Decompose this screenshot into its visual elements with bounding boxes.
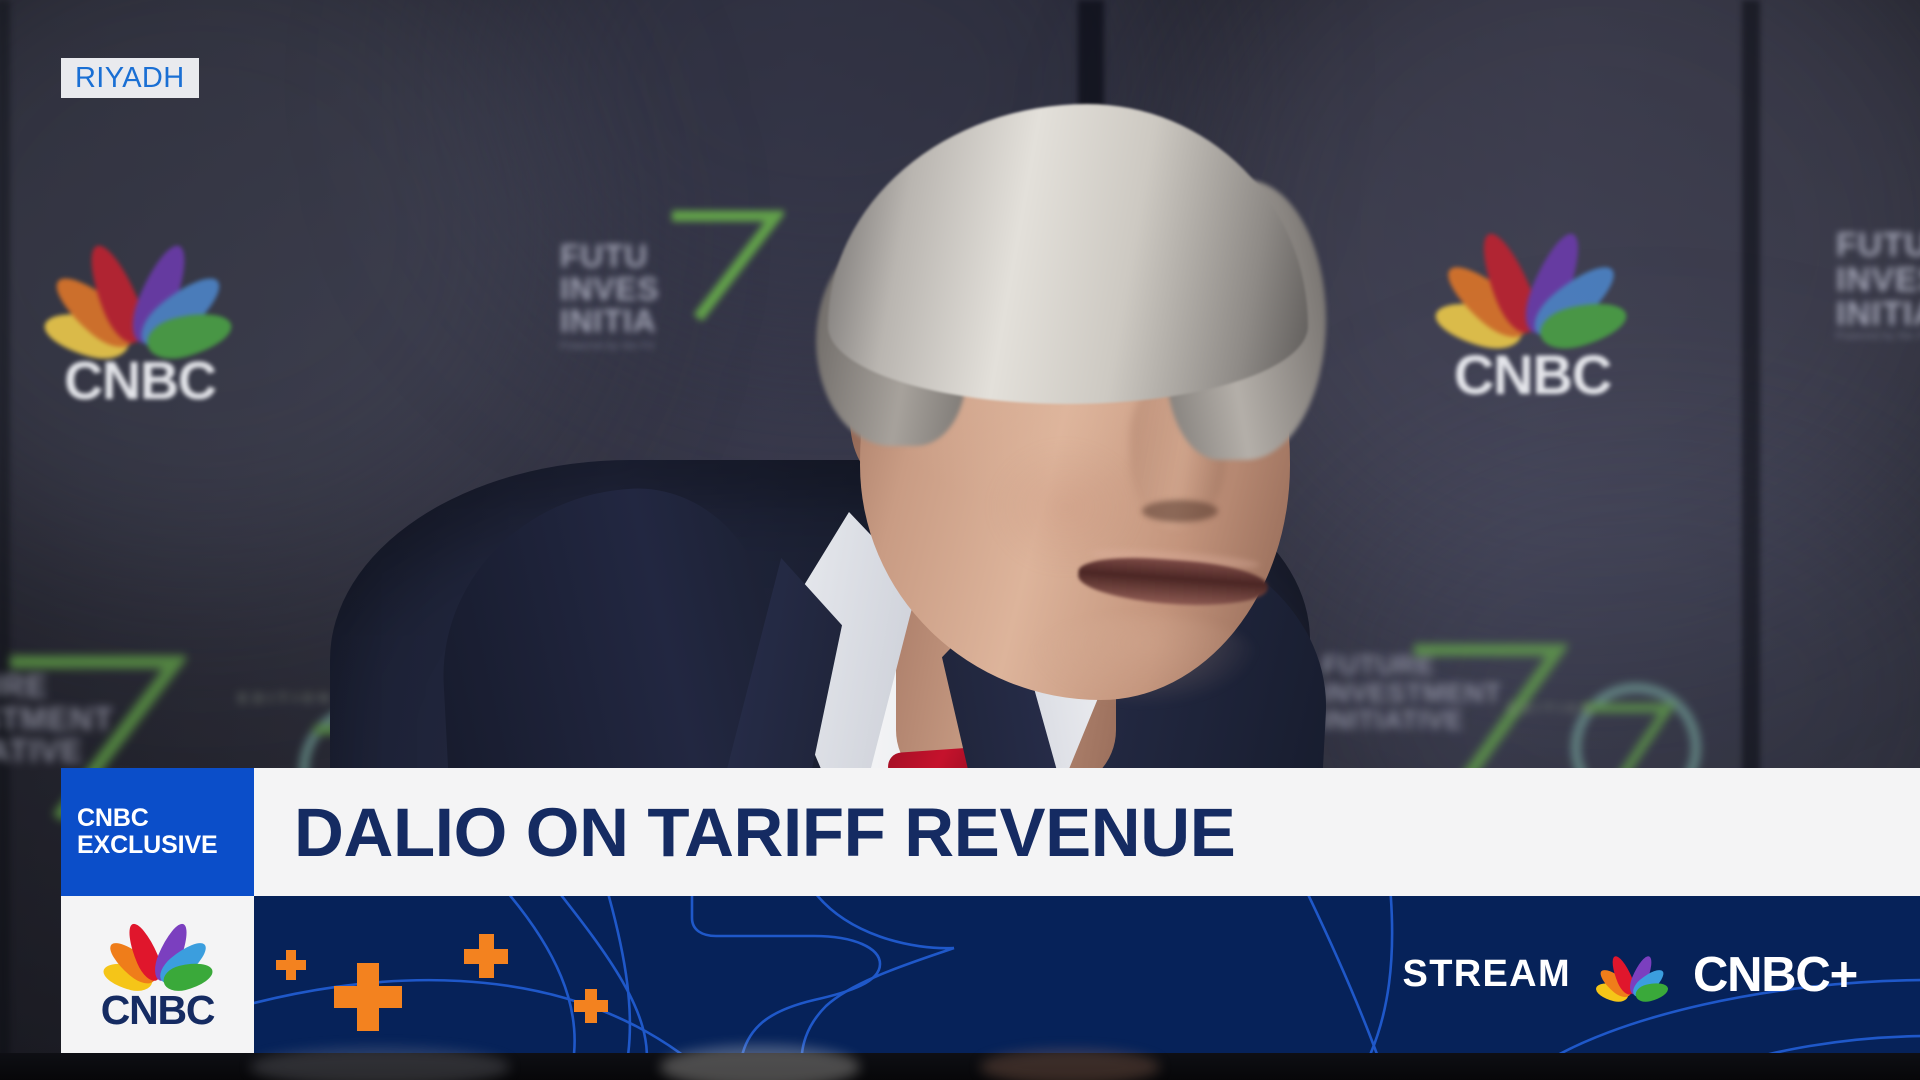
fii-wordmark: URE STMENT IATIVE <box>0 668 114 770</box>
cnbc-exclusive-badge: CNBC EXCLUSIVE <box>61 768 254 896</box>
location-badge: RIYADH <box>61 58 199 98</box>
lower-third-banner: CNBC EXCLUSIVE DALIO ON TARIFF REVENUE C <box>0 768 1920 1080</box>
backdrop-cnbc-logo: CNBC <box>30 230 250 411</box>
location-label: RIYADH <box>75 61 185 94</box>
backdrop-seam <box>0 0 10 1080</box>
promo-line-pattern <box>254 896 1920 1053</box>
backdrop-cnbc-wordmark: CNBC <box>64 351 217 411</box>
promo-row: CNBC <box>0 896 1920 1053</box>
backdrop-fii-logo: URE STMENT IATIVE <box>0 670 188 830</box>
headline-text: DALIO ON TARIFF REVENUE <box>294 793 1236 871</box>
cnbc-peacock-icon <box>38 230 238 365</box>
cnbc-peacock-icon <box>1431 218 1631 355</box>
cnbc-peacock-icon <box>99 918 217 995</box>
exclusive-badge-line2: EXCLUSIVE <box>77 831 218 859</box>
stream-label: STREAM <box>1402 953 1571 995</box>
headline-row: CNBC EXCLUSIVE DALIO ON TARIFF REVENUE <box>0 768 1920 896</box>
plus-icon <box>479 934 494 978</box>
fii-wordmark: FUTU INVES INITIA Powered by the FII <box>1836 226 1920 343</box>
subject-cheek <box>990 442 1140 572</box>
fii-edition-text: EDITION <box>1508 700 1597 716</box>
plus-icon <box>357 963 379 1031</box>
plus-icon <box>286 950 296 980</box>
plus-icon <box>585 989 597 1023</box>
backdrop-fii-logo: FUTU INVES INITIA Powered by the FII <box>1836 228 1920 388</box>
cnbc-bug-wordmark: CNBC <box>100 987 216 1033</box>
stream-promo-group[interactable]: STREAM CNBC+ <box>1402 947 1858 1004</box>
backdrop-cnbc-wordmark: CNBC <box>1453 343 1612 406</box>
fii-edition-text: EDITION <box>238 690 335 707</box>
subject-chin <box>1030 616 1260 706</box>
cnbc-plus-wordmark: CNBC+ <box>1692 947 1858 1002</box>
fii-seven-icon <box>1408 638 1568 798</box>
backdrop-cnbc-logo: CNBC <box>1425 218 1640 408</box>
fii-seven-icon <box>664 206 784 326</box>
cnbc-peacock-icon <box>1593 953 1671 1004</box>
subject-hair <box>828 104 1308 404</box>
fii-wordmark: FUTURE INVESTMENT INITIATIVE <box>1322 650 1502 736</box>
fii-wordmark: FUTU INVES INITIA Powered by the FII <box>560 238 660 352</box>
exclusive-badge-line1: CNBC <box>77 804 149 832</box>
backdrop-fii-logo: FUTURE INVESTMENT INITIATIVE <box>1322 650 1532 812</box>
backdrop-fii-logo: FUTU INVES INITIA Powered by the FII <box>560 210 790 382</box>
video-bottom-strip <box>0 1045 1920 1080</box>
headline-bar: DALIO ON TARIFF REVENUE <box>254 768 1920 896</box>
promo-panel: STREAM CNBC+ <box>254 896 1920 1053</box>
subject-nostril <box>1142 500 1218 522</box>
cnbc-logo-bug: CNBC <box>61 896 254 1053</box>
fii-seven-icon <box>6 648 186 828</box>
